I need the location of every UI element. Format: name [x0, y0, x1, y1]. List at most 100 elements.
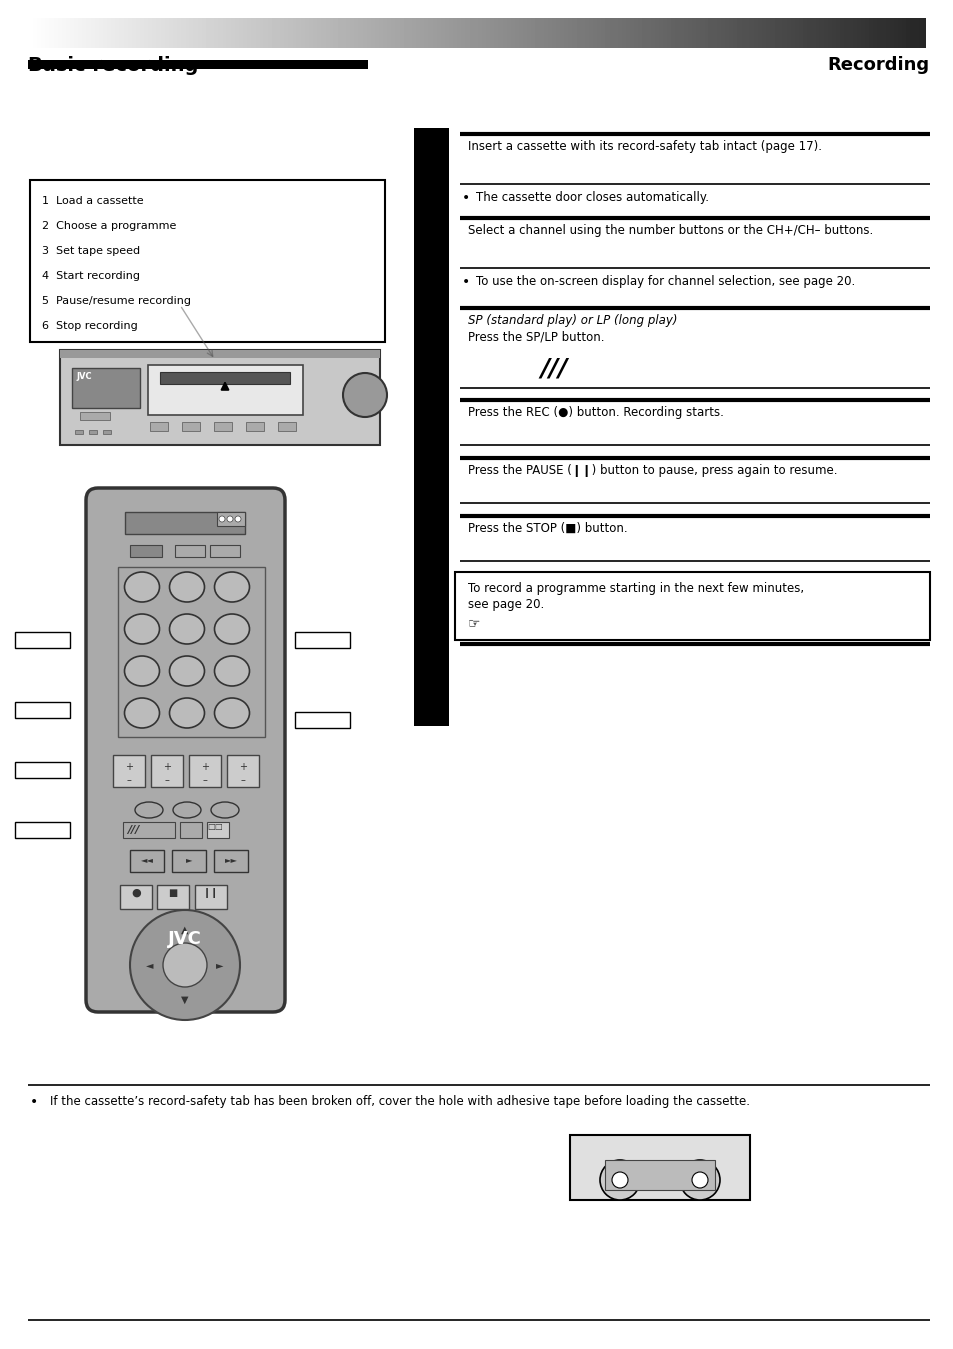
- Text: •: •: [461, 275, 470, 289]
- Text: ///: ///: [127, 826, 139, 835]
- Text: JVC: JVC: [76, 372, 91, 380]
- Ellipse shape: [214, 614, 250, 643]
- Text: +: +: [201, 762, 209, 772]
- Bar: [112, 755, 145, 786]
- Text: If the cassette’s record-safety tab has been broken off, cover the hole with adh: If the cassette’s record-safety tab has …: [50, 1095, 749, 1108]
- Ellipse shape: [214, 656, 250, 687]
- Text: –: –: [240, 774, 245, 785]
- Text: ►►: ►►: [224, 855, 237, 863]
- Text: •: •: [30, 1095, 38, 1109]
- Bar: [246, 422, 264, 430]
- Ellipse shape: [170, 572, 204, 602]
- Circle shape: [163, 943, 207, 987]
- Bar: [75, 430, 83, 434]
- Text: 4  Start recording: 4 Start recording: [42, 271, 140, 281]
- Ellipse shape: [170, 697, 204, 728]
- Bar: [180, 822, 202, 838]
- Text: Recording: Recording: [827, 57, 929, 74]
- Ellipse shape: [135, 803, 163, 817]
- Text: ●: ●: [131, 888, 141, 898]
- Circle shape: [130, 911, 240, 1020]
- Bar: [189, 755, 221, 786]
- Ellipse shape: [172, 803, 201, 817]
- Text: –: –: [164, 774, 170, 785]
- Text: To record a programme starting in the next few minutes,: To record a programme starting in the ne…: [468, 581, 803, 595]
- Bar: [125, 513, 245, 534]
- Ellipse shape: [170, 656, 204, 687]
- Text: ◄: ◄: [146, 960, 153, 970]
- Circle shape: [612, 1172, 627, 1188]
- Bar: [150, 422, 168, 430]
- Text: –: –: [202, 774, 207, 785]
- Bar: [210, 545, 240, 557]
- Text: ■: ■: [168, 888, 177, 898]
- Ellipse shape: [214, 697, 250, 728]
- Bar: [15, 762, 70, 778]
- Ellipse shape: [214, 572, 250, 602]
- Bar: [30, 179, 385, 343]
- Text: ❙❙: ❙❙: [203, 888, 219, 898]
- Text: Insert a cassette with its record-safety tab intact (page 17).: Insert a cassette with its record-safety…: [468, 140, 821, 152]
- Bar: [414, 128, 449, 726]
- Bar: [294, 631, 350, 648]
- Bar: [174, 545, 205, 557]
- Bar: [15, 631, 70, 648]
- Ellipse shape: [170, 614, 204, 643]
- Text: +: +: [239, 762, 247, 772]
- Text: ▼: ▼: [181, 996, 189, 1005]
- Circle shape: [219, 517, 225, 522]
- Bar: [182, 422, 200, 430]
- Bar: [294, 712, 350, 728]
- Bar: [160, 372, 290, 384]
- Text: Press the STOP (■) button.: Press the STOP (■) button.: [468, 522, 627, 536]
- Bar: [60, 349, 379, 357]
- Text: see page 20.: see page 20.: [468, 598, 543, 611]
- Ellipse shape: [125, 656, 159, 687]
- Text: ►: ►: [216, 960, 224, 970]
- Bar: [194, 885, 227, 909]
- Text: The cassette door closes automatically.: The cassette door closes automatically.: [476, 192, 708, 204]
- Text: 6  Stop recording: 6 Stop recording: [42, 321, 137, 331]
- FancyBboxPatch shape: [86, 488, 285, 1012]
- Text: 5  Pause/resume recording: 5 Pause/resume recording: [42, 295, 191, 306]
- Bar: [15, 822, 70, 838]
- Text: Press the PAUSE (❙❙) button to pause, press again to resume.: Press the PAUSE (❙❙) button to pause, pr…: [468, 464, 837, 478]
- Bar: [15, 701, 70, 718]
- Bar: [172, 850, 206, 871]
- Ellipse shape: [125, 697, 159, 728]
- Circle shape: [691, 1172, 707, 1188]
- Bar: [71, 368, 140, 407]
- Text: To use the on-screen display for channel selection, see page 20.: To use the on-screen display for channel…: [476, 275, 854, 287]
- Bar: [207, 822, 229, 838]
- Bar: [157, 885, 189, 909]
- Text: ►: ►: [186, 855, 193, 863]
- Bar: [80, 411, 110, 420]
- Text: SP (standard play) or LP (long play): SP (standard play) or LP (long play): [468, 314, 677, 326]
- Circle shape: [679, 1160, 720, 1201]
- Text: 2  Choose a programme: 2 Choose a programme: [42, 221, 176, 231]
- Bar: [118, 567, 265, 737]
- Bar: [28, 59, 368, 69]
- Bar: [455, 572, 929, 639]
- Text: Press the SP/LP button.: Press the SP/LP button.: [468, 331, 604, 343]
- Text: ☞: ☞: [468, 616, 480, 630]
- Text: +: +: [163, 762, 171, 772]
- Text: 1  Load a cassette: 1 Load a cassette: [42, 196, 144, 206]
- Bar: [123, 822, 174, 838]
- Circle shape: [343, 374, 387, 417]
- Circle shape: [599, 1160, 639, 1201]
- Bar: [130, 850, 164, 871]
- Bar: [604, 1160, 714, 1190]
- Text: ◄◄: ◄◄: [140, 855, 153, 863]
- Text: Select a channel using the number buttons or the CH+/CH– buttons.: Select a channel using the number button…: [468, 224, 872, 237]
- Bar: [213, 422, 232, 430]
- Text: +: +: [125, 762, 132, 772]
- Bar: [60, 349, 379, 445]
- Bar: [569, 1135, 749, 1201]
- Bar: [120, 885, 152, 909]
- Circle shape: [234, 517, 241, 522]
- Text: •: •: [461, 192, 470, 205]
- Bar: [277, 422, 295, 430]
- Text: 3  Set tape speed: 3 Set tape speed: [42, 246, 140, 256]
- Bar: [227, 755, 258, 786]
